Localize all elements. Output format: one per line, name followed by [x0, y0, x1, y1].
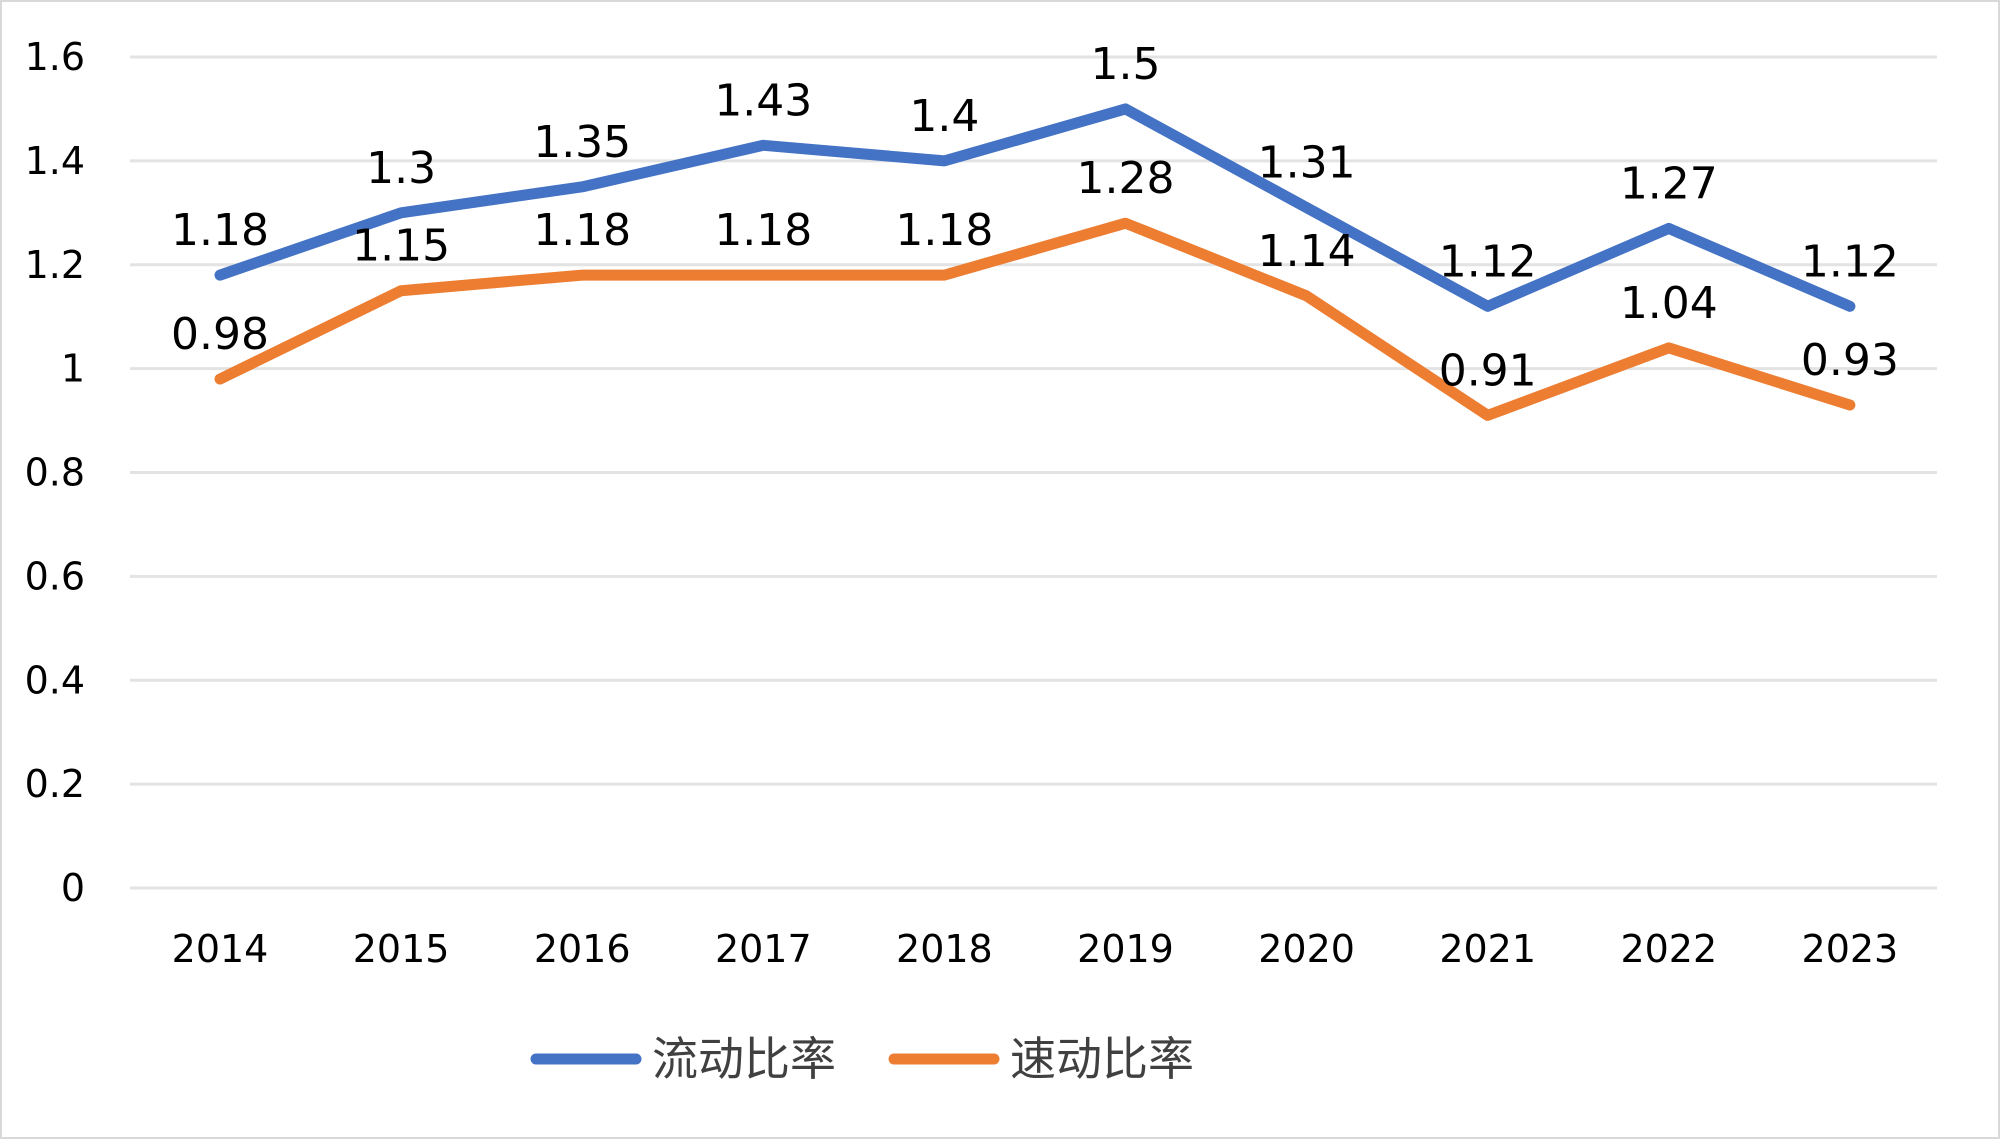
current-ratio-point — [762, 144, 765, 147]
y-tick-label: 0.6 — [25, 554, 85, 598]
legend: 流动比率 速动比率 — [530, 1032, 1194, 1086]
current-ratio-data-label: 1.4 — [909, 91, 979, 142]
quick-ratio-data-label: 1.18 — [714, 205, 812, 256]
y-axis-ticks: 0 0.2 0.4 0.6 0.8 1 1.2 1.4 1.6 — [25, 35, 85, 910]
x-tick-label: 2023 — [1802, 927, 1899, 971]
quick-ratio-data-label: 0.93 — [1801, 335, 1899, 386]
quick-ratio-point — [943, 274, 946, 277]
current-ratio-point — [581, 185, 584, 188]
current-ratio-point — [943, 159, 946, 162]
y-tick-label: 0.4 — [25, 658, 85, 702]
current-ratio-data-label: 1.27 — [1620, 158, 1718, 209]
current-ratio-point — [1667, 227, 1670, 230]
quick-ratio-data-label: 1.28 — [1077, 153, 1175, 204]
data-labels: 1.18 1.3 1.35 1.43 1.4 1.5 1.31 1.12 1.27 1.12 0.9… — [171, 39, 1899, 396]
current-ratio-data-label: 1.3 — [366, 143, 436, 194]
quick-ratio-point — [219, 378, 221, 381]
quick-ratio-legend-label: 速动比率 — [1010, 1032, 1194, 1086]
quick-ratio-data-label: 1.14 — [1258, 226, 1356, 277]
quick-ratio-data-label: 1.04 — [1620, 278, 1718, 329]
current-ratio-data-label: 1.18 — [171, 205, 269, 256]
x-tick-label: 2018 — [896, 927, 993, 971]
current-ratio-point — [1124, 107, 1127, 110]
x-tick-label: 2014 — [172, 927, 269, 971]
y-tick-label: 1.4 — [25, 139, 85, 183]
quick-ratio-point — [762, 274, 765, 277]
x-tick-label: 2015 — [353, 927, 450, 971]
current-ratio-point — [1305, 206, 1308, 209]
current-ratio-point — [219, 274, 221, 277]
x-tick-label: 2017 — [715, 927, 812, 971]
y-tick-label: 1.6 — [25, 35, 85, 79]
x-tick-label: 2019 — [1077, 927, 1174, 971]
quick-ratio-point — [400, 289, 403, 292]
current-ratio-data-label: 1.12 — [1439, 236, 1537, 287]
current-ratio-data-label: 1.35 — [533, 117, 631, 168]
current-ratio-point — [400, 211, 403, 214]
quick-ratio-data-label: 0.98 — [171, 309, 269, 360]
quick-ratio-point — [581, 274, 584, 277]
current-ratio-legend-label: 流动比率 — [652, 1032, 836, 1086]
quick-ratio-point — [1305, 294, 1308, 297]
quick-ratio-point — [1124, 222, 1127, 225]
x-tick-label: 2021 — [1439, 927, 1536, 971]
x-axis-ticks: 2014 2015 2016 2017 2018 2019 2020 2021 2022 2023 — [172, 927, 1899, 971]
x-tick-label: 2016 — [534, 927, 631, 971]
y-tick-label: 1.2 — [25, 243, 85, 287]
current-ratio-data-label: 1.12 — [1801, 236, 1899, 287]
current-ratio-point — [1848, 305, 1851, 308]
y-tick-label: 1 — [61, 347, 85, 391]
gridlines — [130, 55, 1937, 890]
quick-ratio-data-label: 1.18 — [895, 205, 993, 256]
y-tick-label: 0 — [61, 866, 85, 910]
quick-ratio-data-label: 0.91 — [1439, 345, 1537, 396]
quick-ratio-point — [1486, 414, 1489, 417]
quick-ratio-point — [1667, 346, 1670, 349]
quick-ratio-point — [1848, 403, 1851, 406]
quick-ratio-data-label: 1.15 — [352, 221, 450, 272]
current-ratio-data-label: 1.5 — [1091, 39, 1161, 90]
x-tick-label: 2022 — [1620, 927, 1717, 971]
quick-ratio-line — [214, 217, 1856, 421]
current-ratio-point — [1486, 305, 1489, 308]
y-tick-label: 0.8 — [25, 451, 85, 495]
current-ratio-line — [214, 103, 1856, 312]
current-ratio-data-label: 1.43 — [714, 75, 812, 126]
series-lines — [214, 103, 1856, 421]
y-tick-label: 0.2 — [25, 762, 85, 806]
current-ratio-data-label: 1.31 — [1258, 138, 1356, 189]
quick-ratio-data-label: 1.18 — [533, 205, 631, 256]
x-tick-label: 2020 — [1258, 927, 1355, 971]
